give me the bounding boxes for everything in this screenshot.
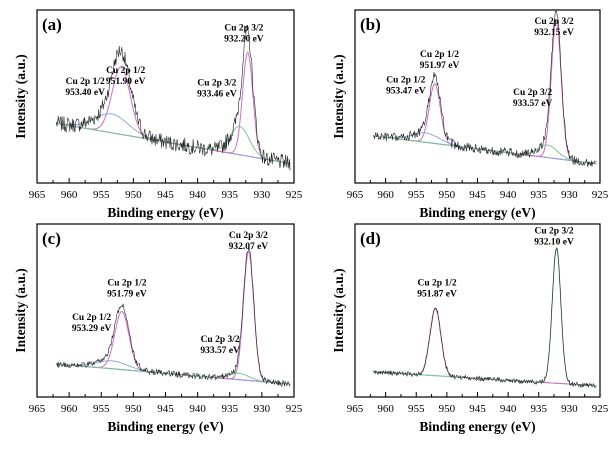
panel-d: 965 960 955 950 945 940 935 930 925 Binding energ… — [331, 223, 609, 434]
x-tick-label: 940 — [500, 403, 517, 415]
x-tick-label: 945 — [469, 189, 486, 201]
peak-annotation: Cu 2p 3/2 933.46 eV — [197, 78, 237, 99]
fit-component — [373, 132, 597, 165]
peak-annotation: Cu 2p 3/2 932.20 eV — [224, 23, 264, 44]
fit-component — [373, 246, 597, 387]
raw-spectrum — [373, 247, 597, 389]
x-tick-label: 940 — [500, 189, 517, 201]
panel-label: (d) — [360, 229, 381, 248]
y-axis-label: Intensity (a.u.) — [331, 54, 346, 138]
peak-annotation: Cu 2p 3/2 932.15 eV — [534, 17, 574, 38]
x-tick-label: 940 — [189, 189, 206, 201]
raw-spectrum — [373, 10, 597, 167]
x-tick-label: 960 — [61, 403, 78, 415]
x-tick-label: 965 — [29, 403, 46, 415]
x-tick-label: 940 — [189, 403, 206, 415]
peak-annotation: Cu 2p 3/2 933.57 eV — [513, 88, 553, 109]
x-tick-label: 935 — [222, 403, 239, 415]
x-tick-label: 950 — [125, 403, 142, 415]
peak-annotation: Cu 2p 1/2 951.87 eV — [417, 278, 457, 299]
peak-annotation: Cu 2p 3/2 932.10 eV — [534, 226, 574, 247]
panel-label: (a) — [42, 15, 62, 34]
x-tick-label: 955 — [408, 403, 425, 415]
peak-annotation: Cu 2p 1/2 953.47 eV — [386, 75, 426, 96]
peak-annotation: Cu 2p 3/2 933.57 eV — [200, 335, 240, 356]
raw-spectrum — [56, 247, 291, 387]
x-tick-label: 935 — [531, 189, 548, 201]
x-tick-label: 950 — [125, 189, 142, 201]
x-tick-label: 960 — [377, 189, 394, 201]
x-tick-label: 965 — [347, 403, 364, 415]
x-axis-label: Binding energy (eV) — [419, 419, 535, 434]
x-tick-label: 965 — [29, 189, 46, 201]
panel-label: (b) — [360, 15, 381, 34]
x-tick-label: 950 — [439, 189, 456, 201]
peak-annotation: Cu 2p 1/2 953.29 eV — [72, 313, 112, 334]
x-tick-label: 930 — [254, 403, 271, 415]
x-tick-label: 925 — [286, 403, 303, 415]
x-tick-label: 960 — [61, 189, 78, 201]
plot-frame — [354, 223, 601, 398]
peak-annotation: Cu 2p 1/2 951.79 eV — [107, 278, 147, 299]
x-tick-label: 950 — [439, 403, 456, 415]
peak-annotation: Cu 2p 1/2 953.40 eV — [65, 77, 105, 98]
fit-component — [56, 122, 291, 164]
x-tick-label: 925 — [286, 189, 303, 201]
panel-b: 965 960 955 950 945 940 935 930 925 Binding energ… — [331, 9, 609, 220]
y-axis-label: Intensity (a.u.) — [331, 268, 346, 352]
x-tick-label: 945 — [157, 189, 174, 201]
x-tick-label: 955 — [93, 189, 110, 201]
x-tick-label: 925 — [592, 403, 609, 415]
peak-annotation: Cu 2p 3/2 932.07 eV — [229, 231, 269, 252]
x-tick-label: 930 — [254, 189, 271, 201]
panel-c: 965 960 955 950 945 940 935 930 925 Binding energ… — [13, 223, 303, 434]
panel-a: 965 960 955 950 945 940 935 930 925 Binding energ… — [13, 9, 303, 220]
x-tick-label: 935 — [531, 403, 548, 415]
panel-label: (c) — [42, 229, 61, 248]
peak-annotation: Cu 2p 1/2 951.97 eV — [420, 50, 460, 71]
x-axis-label: Binding energy (eV) — [107, 419, 223, 434]
x-tick-label: 955 — [93, 403, 110, 415]
x-tick-label: 935 — [222, 189, 239, 201]
x-tick-label: 965 — [347, 189, 364, 201]
x-tick-label: 955 — [408, 189, 425, 201]
x-tick-label: 960 — [377, 403, 394, 415]
peak-annotation: Cu 2p 1/2 951.90 eV — [106, 66, 146, 87]
x-tick-label: 945 — [157, 403, 174, 415]
x-axis-label: Binding energy (eV) — [419, 205, 535, 220]
x-axis-label: Binding energy (eV) — [107, 205, 223, 220]
x-tick-label: 930 — [561, 403, 578, 415]
y-axis-label: Intensity (a.u.) — [13, 268, 28, 352]
x-tick-label: 930 — [561, 189, 578, 201]
raw-spectrum — [56, 24, 291, 171]
x-tick-label: 945 — [469, 403, 486, 415]
y-axis-label: Intensity (a.u.) — [13, 54, 28, 138]
x-tick-label: 925 — [592, 189, 609, 201]
